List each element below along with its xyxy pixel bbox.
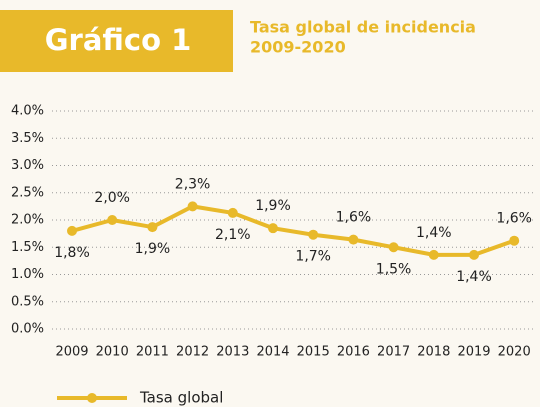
x-tick-label: 2011 [136,345,169,360]
data-label: 1,5% [376,261,412,277]
line [71,204,515,257]
point [428,249,439,260]
x-tick-label: 2010 [96,345,129,360]
header: Gráfico 1 [45,23,192,57]
data-label: 1,6% [496,211,532,227]
data-label: 1,6% [336,210,372,226]
point [308,229,319,240]
data-label: 1,7% [295,249,331,265]
x-tick-label: 2017 [377,345,410,360]
data-label: 1,4% [416,225,452,241]
data-label: 1,8% [54,245,90,261]
y-tick-label: 1.0% [11,267,44,282]
chart-subtitle: 2009-2020 [250,38,346,57]
point [469,249,479,260]
x-tick-label: 2014 [256,345,289,360]
point [348,234,359,245]
point [388,242,399,253]
y-tick-label: 0.0% [11,322,44,337]
chart-title: Tasa global de incidencia [250,18,476,37]
y-tick-label: 1.5% [11,240,44,255]
point [107,215,118,225]
legend-label: Tasa global [139,389,223,407]
data-label: 1,9% [255,198,291,214]
header-box [0,10,233,72]
data-label: 1,9% [135,241,171,257]
y-tick-label: 3.0% [11,158,44,173]
y-tick-label: 4.0% [11,104,44,119]
y-tick-label: 2.5% [11,185,44,200]
x-tick-label: 2020 [498,345,531,360]
point [509,235,520,246]
y-tick-label: 0.5% [11,294,44,309]
point [227,207,238,218]
point [187,201,198,212]
x-tick-label: 2009 [55,345,88,360]
point [268,223,278,234]
x-tick-label: 2013 [216,345,249,360]
y-tick-label: 2.0% [11,213,44,228]
x-tick-label: 2019 [457,345,490,360]
x-tick-label: 2012 [176,345,209,360]
data-label: 2,3% [175,176,211,192]
data-label: 2,1% [215,227,251,243]
data-label: 1,4% [456,269,492,285]
y-tick-label: 3.5% [11,131,44,146]
x-tick-label: 2016 [337,345,370,360]
x-tick-label: 2015 [297,345,330,360]
x-tick-label: 2018 [417,345,450,360]
legend-marker [87,393,97,403]
point [67,225,77,236]
point [147,222,158,233]
data-label: 2,0% [94,190,130,206]
